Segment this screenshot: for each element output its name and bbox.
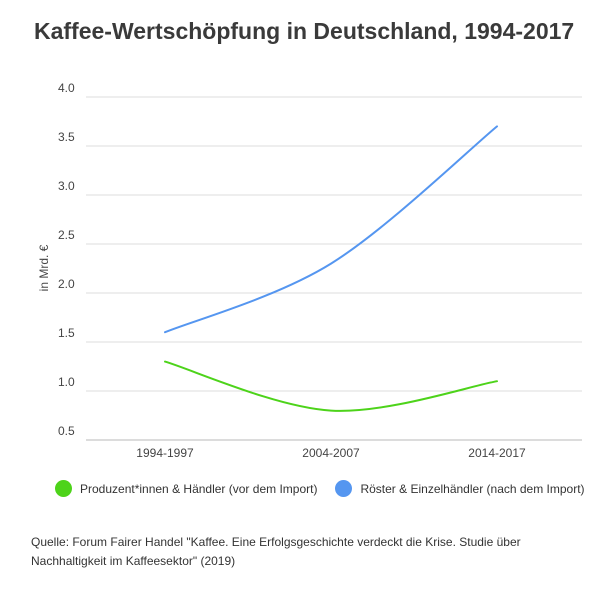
line-chart: 0.5 1.0 1.5 2.0 2.5 3.0 3.5 4.0 1994-1997 2004-2… xyxy=(37,81,582,460)
legend: Produzent*innen & Händler (vor dem Impor… xyxy=(55,480,585,497)
legend-item-roasters[interactable]: Röster & Einzelhändler (nach dem Import) xyxy=(335,480,585,497)
legend-label-roasters: Röster & Einzelhändler (nach dem Import) xyxy=(360,481,585,496)
x-tick-label: 2004-2007 xyxy=(302,446,360,460)
source-note: Quelle: Forum Fairer Handel "Kaffee. Ein… xyxy=(31,535,521,568)
y-tick-label: 3.5 xyxy=(58,130,75,144)
legend-marker-producers xyxy=(55,480,72,497)
y-tick-label: 4.0 xyxy=(58,81,75,95)
grid xyxy=(86,96,582,441)
x-tick-label: 1994-1997 xyxy=(136,446,194,460)
y-tick-label: 0.5 xyxy=(58,424,75,438)
y-tick-label: 2.0 xyxy=(58,277,75,291)
series-line-1 xyxy=(164,125,498,334)
series-line-0 xyxy=(164,360,498,412)
y-tick-label: 1.0 xyxy=(58,375,75,389)
legend-label-producers: Produzent*innen & Händler (vor dem Impor… xyxy=(80,481,318,496)
legend-marker-roasters xyxy=(335,480,353,497)
x-axis-ticks: 1994-1997 2004-2007 2014-2017 xyxy=(136,446,526,460)
y-tick-label: 1.5 xyxy=(58,326,75,340)
legend-item-producers[interactable]: Produzent*innen & Händler (vor dem Impor… xyxy=(55,480,317,497)
chart-title: Kaffee-Wertschöpfung in Deutschland, 199… xyxy=(34,18,575,44)
y-axis-title: in Mrd. € xyxy=(37,244,51,291)
y-tick-label: 3.0 xyxy=(58,179,75,193)
x-tick-label: 2014-2017 xyxy=(468,446,526,460)
y-axis-ticks: 0.5 1.0 1.5 2.0 2.5 3.0 3.5 4.0 xyxy=(58,81,75,438)
series xyxy=(164,125,498,412)
y-tick-label: 2.5 xyxy=(58,228,75,242)
